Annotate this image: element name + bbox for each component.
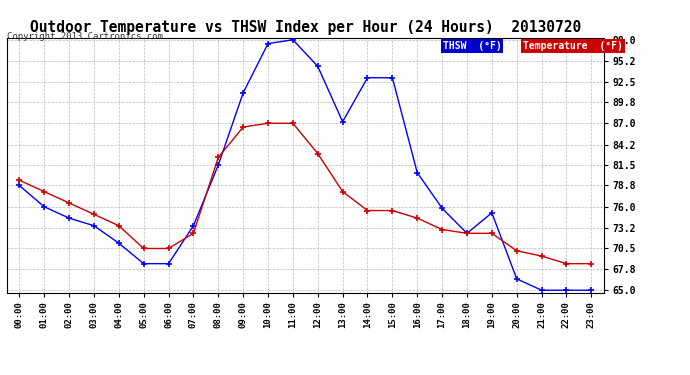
Title: Outdoor Temperature vs THSW Index per Hour (24 Hours)  20130720: Outdoor Temperature vs THSW Index per Ho… [30,20,581,35]
Text: THSW  (°F): THSW (°F) [442,41,502,51]
Text: Temperature  (°F): Temperature (°F) [523,41,623,51]
Text: Copyright 2013 Cartronics.com: Copyright 2013 Cartronics.com [7,32,163,41]
